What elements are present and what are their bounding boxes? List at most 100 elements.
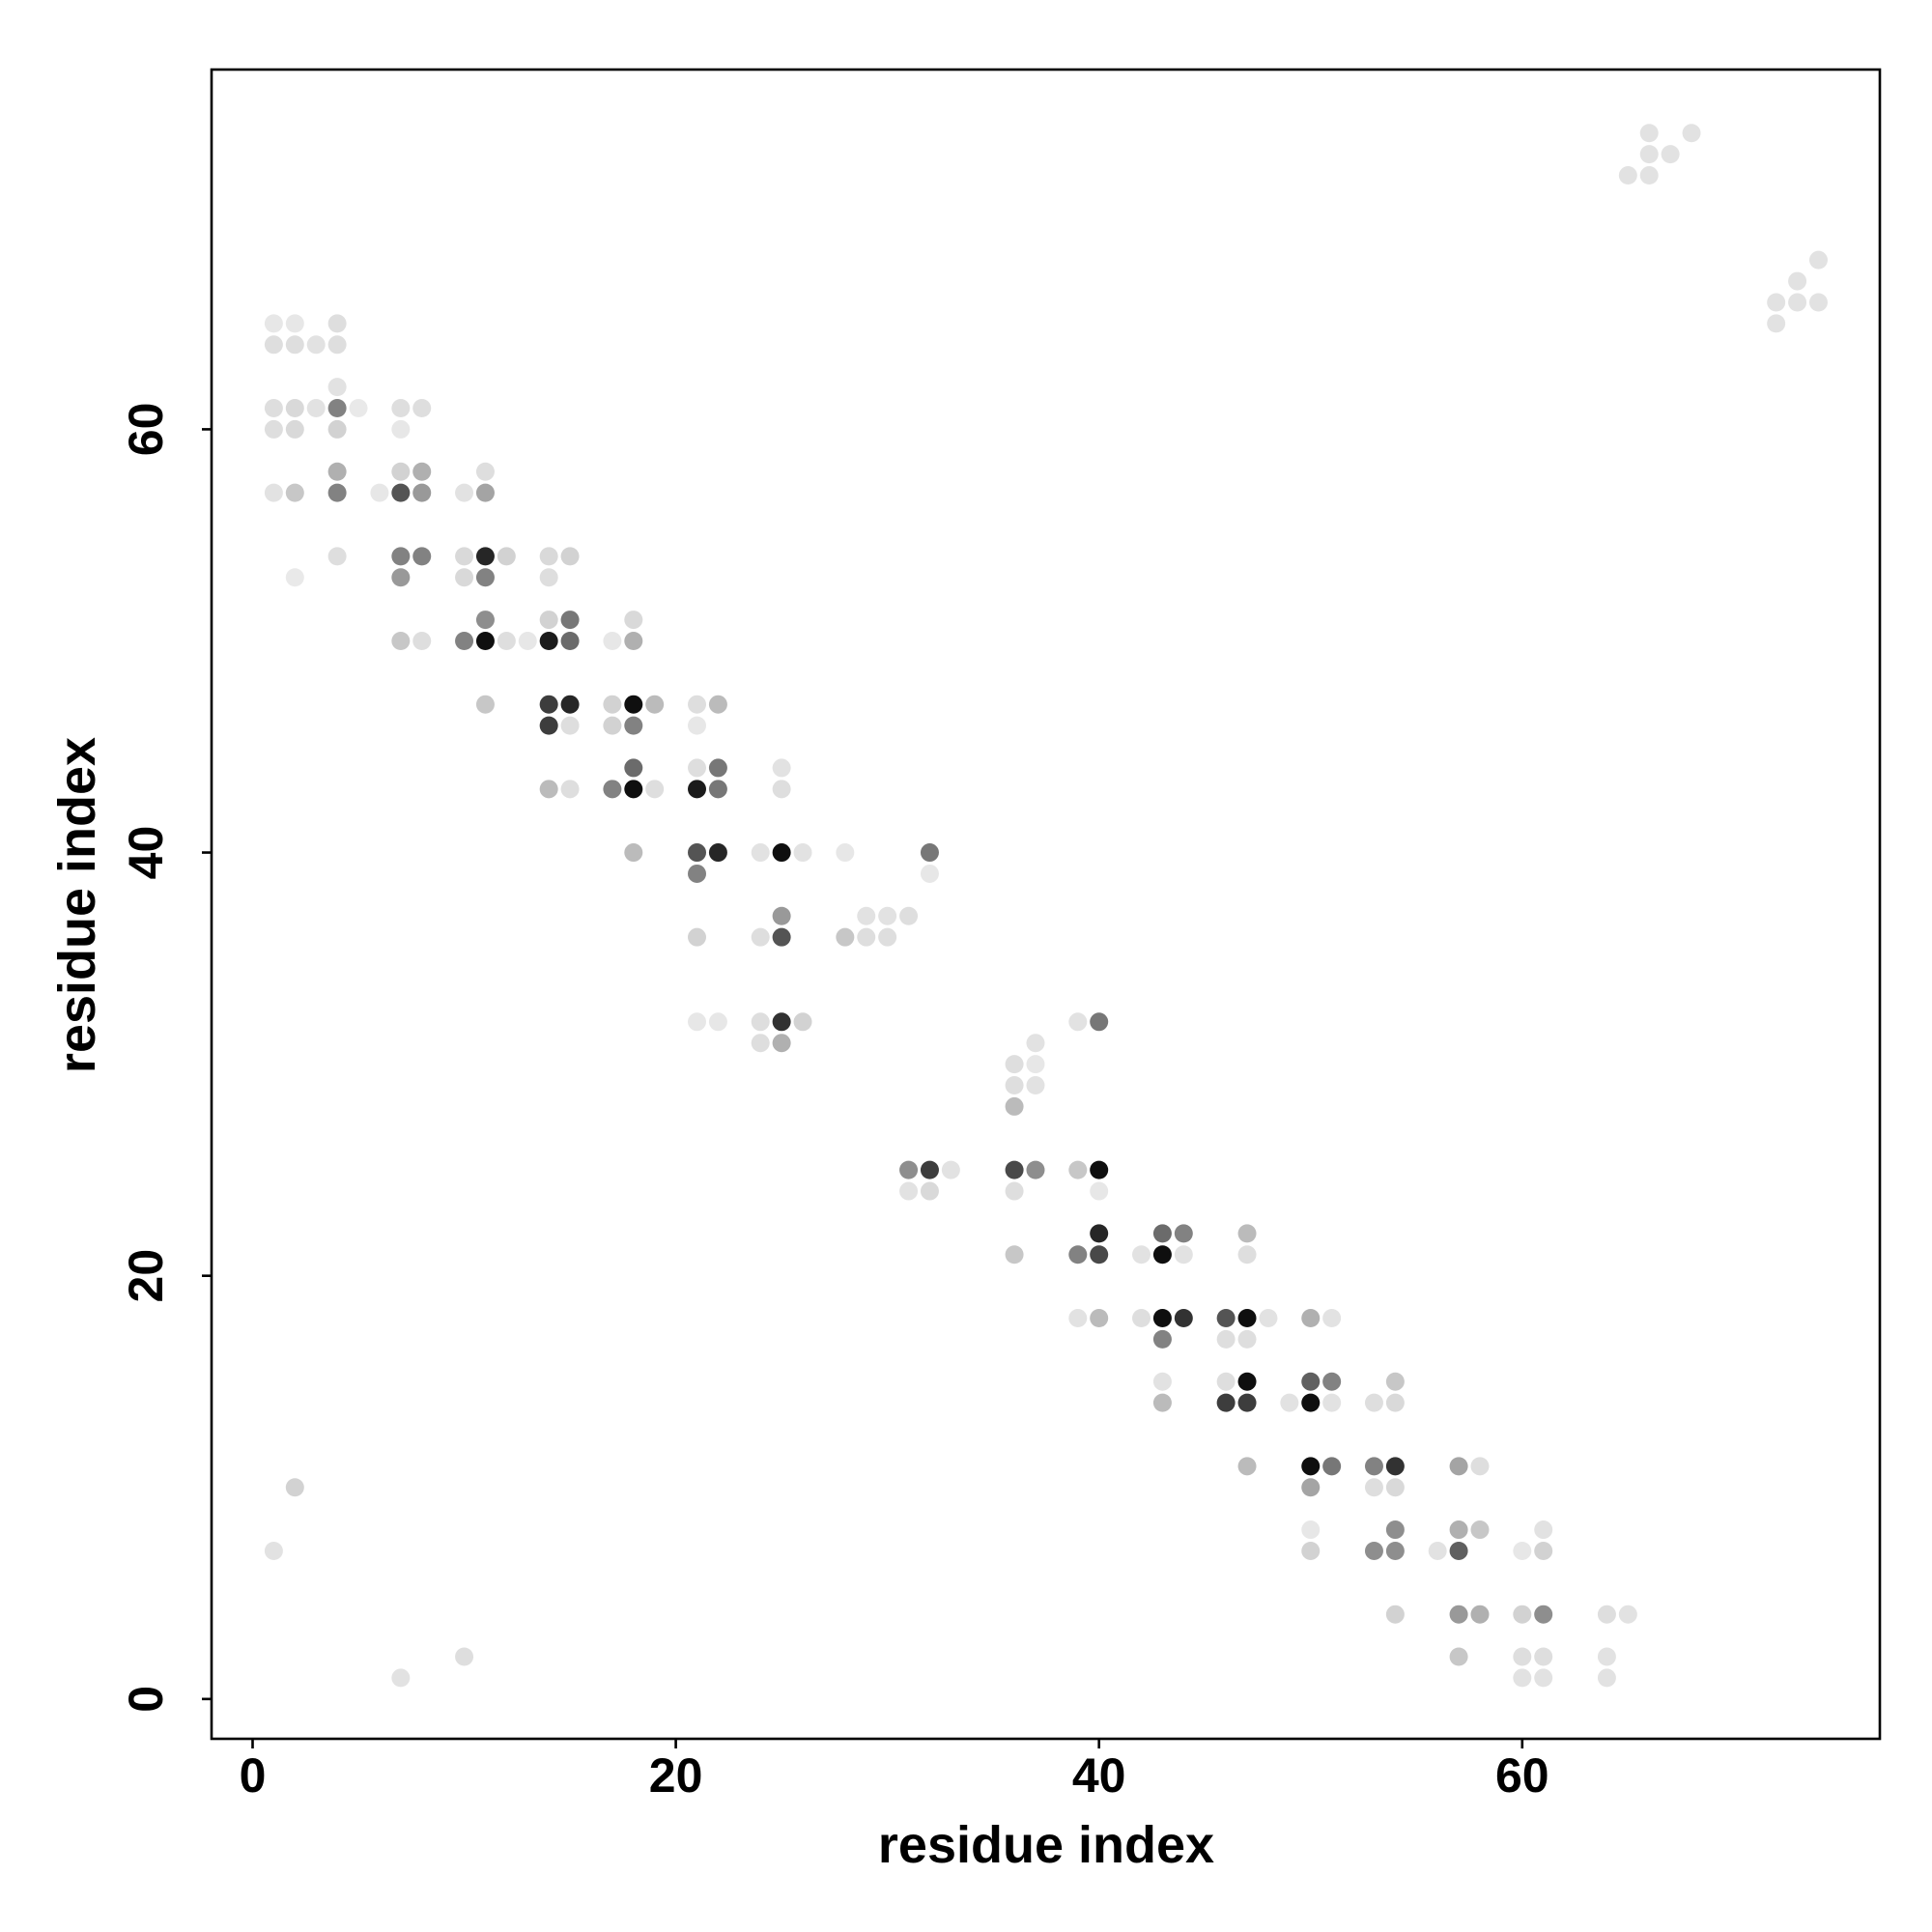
contact-point [391, 568, 411, 587]
x-tick-label: 0 [240, 1748, 267, 1803]
contact-point [708, 843, 727, 863]
contact-point [475, 462, 495, 481]
contact-point [624, 716, 643, 735]
contact-point [1534, 1647, 1553, 1666]
contact-point [708, 695, 727, 714]
contact-point [455, 631, 474, 650]
contact-point [1301, 1372, 1321, 1391]
contact-point [1301, 1520, 1321, 1540]
contact-point [1513, 1605, 1532, 1624]
y-tick-label: 40 [119, 826, 173, 880]
contact-point [624, 780, 643, 799]
contact-point [1534, 1520, 1553, 1540]
contact-point [1449, 1541, 1468, 1560]
contact-point [539, 568, 558, 587]
contact-point [708, 780, 727, 799]
contact-point [1513, 1647, 1532, 1666]
contact-point [327, 314, 347, 333]
contact-point [475, 611, 495, 630]
contact-point [327, 462, 347, 481]
contact-point [751, 843, 770, 863]
contact-point [497, 631, 516, 650]
contact-point [264, 1541, 283, 1560]
contact-point [836, 927, 855, 947]
contact-point [455, 568, 474, 587]
contact-point [1068, 1308, 1088, 1327]
contact-point [264, 419, 283, 439]
contact-point [1322, 1308, 1342, 1327]
contact-point [539, 716, 558, 735]
contact-point [772, 758, 791, 778]
contact-point [539, 695, 558, 714]
contact-point [455, 1647, 474, 1666]
x-tick-label: 20 [649, 1748, 703, 1803]
contact-point [327, 483, 347, 502]
contact-point [285, 568, 304, 587]
contact-point [1470, 1605, 1490, 1624]
contact-point [306, 399, 326, 418]
contact-point [1090, 1012, 1109, 1032]
contact-point [857, 927, 876, 947]
contact-point [772, 906, 791, 925]
contact-point [327, 547, 347, 566]
contact-point [1237, 1457, 1257, 1476]
contact-point [391, 547, 411, 566]
contact-point [412, 399, 432, 418]
contact-point [1682, 124, 1701, 143]
contact-point [1026, 1034, 1045, 1053]
contact-point [285, 483, 304, 502]
contact-point [688, 716, 707, 735]
contact-point [1005, 1245, 1024, 1264]
contact-point [285, 1478, 304, 1497]
contact-point [920, 864, 939, 883]
contact-point [560, 631, 580, 650]
contact-point [1364, 1541, 1383, 1560]
contact-point [920, 1181, 939, 1201]
x-tick-label: 40 [1072, 1748, 1126, 1803]
contact-point [1237, 1372, 1257, 1391]
contact-point [1301, 1541, 1321, 1560]
contact-point [1513, 1541, 1532, 1560]
contact-point [645, 695, 665, 714]
contact-point [1237, 1393, 1257, 1412]
contact-point [772, 927, 791, 947]
contact-point [603, 695, 622, 714]
contact-point [1068, 1012, 1088, 1032]
contact-point [475, 695, 495, 714]
contact-point [1132, 1308, 1151, 1327]
contact-point [1174, 1245, 1193, 1264]
contact-point [1534, 1541, 1553, 1560]
contact-point [560, 716, 580, 735]
contact-point [285, 335, 304, 355]
contact-point [603, 631, 622, 650]
contact-point [497, 547, 516, 566]
contact-point [624, 631, 643, 650]
contact-point [1152, 1245, 1172, 1264]
contact-point [539, 631, 558, 650]
contact-point [1152, 1393, 1172, 1412]
contact-point [1534, 1668, 1553, 1688]
contact-point [412, 483, 432, 502]
contact-point [1026, 1076, 1045, 1095]
contact-point [688, 927, 707, 947]
contact-point [899, 906, 919, 925]
contact-point [708, 758, 727, 778]
contact-point [1216, 1372, 1236, 1391]
contact-point [412, 462, 432, 481]
contact-point [1090, 1245, 1109, 1264]
contact-point [1237, 1308, 1257, 1327]
contact-point [751, 1012, 770, 1032]
contact-point [1005, 1181, 1024, 1201]
y-tick-label: 60 [119, 403, 173, 457]
contact-point [1449, 1520, 1468, 1540]
contact-point [1152, 1329, 1172, 1349]
contact-point [708, 1012, 727, 1032]
contact-point [772, 780, 791, 799]
contact-point [1364, 1478, 1383, 1497]
contact-point [455, 483, 474, 502]
contact-point [1470, 1457, 1490, 1476]
contact-point [285, 314, 304, 333]
contact-point [688, 864, 707, 883]
contact-point [1322, 1372, 1342, 1391]
